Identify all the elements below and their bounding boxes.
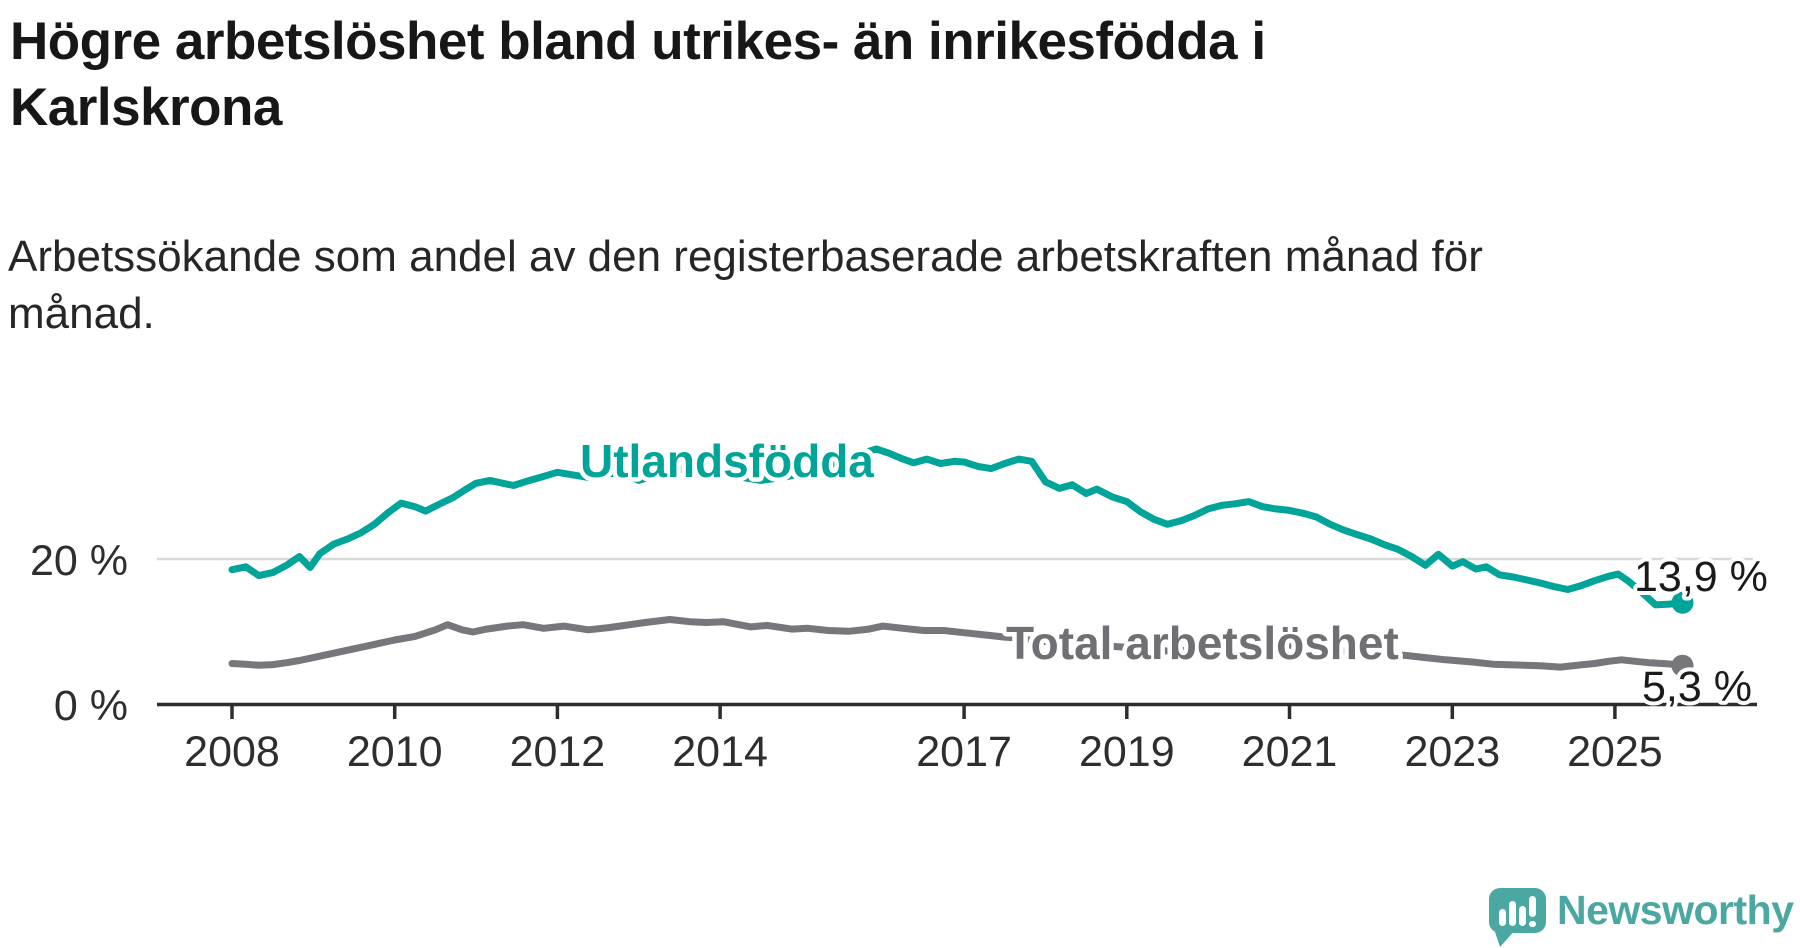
subtitle-line-1: Arbetssökande som andel av den registerb… xyxy=(8,232,1483,281)
subtitle-line-2: månad. xyxy=(8,289,155,338)
x-ticks: 2008 2010 2012 2014 2017 2019 2021 2023 2025 xyxy=(184,703,1663,776)
logo-exclamation-bar xyxy=(1529,896,1536,917)
logo-bar-2 xyxy=(1509,901,1516,926)
line-total-arbetsloshet xyxy=(228,616,1686,671)
x-tick-label: 2019 xyxy=(1079,728,1175,776)
logo-exclamation-dot xyxy=(1529,921,1536,927)
title-line-1: Högre arbetslöshet bland utrikes- än inr… xyxy=(10,12,1266,71)
newsworthy-logo: Newsworthy xyxy=(1489,887,1795,947)
value-label-utlandsfodda: 13,9 % xyxy=(1634,553,1768,601)
x-tick-label: 2023 xyxy=(1404,728,1500,776)
logo-bar-3 xyxy=(1519,906,1526,926)
series-label-total: Total arbetslöshet xyxy=(1006,617,1399,669)
chart-subtitle: Arbetssökande som andel av den registerb… xyxy=(8,228,1568,342)
series-label-utlandsfodda: Utlandsfödda xyxy=(580,435,874,487)
x-tick-label: 2010 xyxy=(347,728,443,776)
x-tick-label: 2014 xyxy=(672,728,768,776)
page-title: Högre arbetslöshet bland utrikes- än inr… xyxy=(10,9,1630,141)
x-tick-label: 2008 xyxy=(184,728,280,776)
y-tick-label-0: 0 % xyxy=(54,682,128,730)
value-label-total: 5,3 % xyxy=(1642,663,1752,711)
newsworthy-wordmark: Newsworthy xyxy=(1557,887,1794,933)
end-dot-total xyxy=(1671,654,1694,677)
title-line-2: Karlskrona xyxy=(10,78,282,137)
end-dot-utlandsfodda xyxy=(1671,591,1694,614)
speech-bubble-bar-chart-icon xyxy=(1489,888,1546,933)
x-tick-label: 2025 xyxy=(1567,728,1663,776)
x-tick-label: 2017 xyxy=(916,728,1012,776)
y-tick-label-20: 20 % xyxy=(30,537,128,585)
x-tick-label: 2012 xyxy=(510,728,606,776)
speech-bubble-tail xyxy=(1494,929,1516,947)
line-utlandsfodda xyxy=(228,445,1686,609)
x-tick-label: 2021 xyxy=(1242,728,1338,776)
logo-bar-1 xyxy=(1499,909,1506,926)
